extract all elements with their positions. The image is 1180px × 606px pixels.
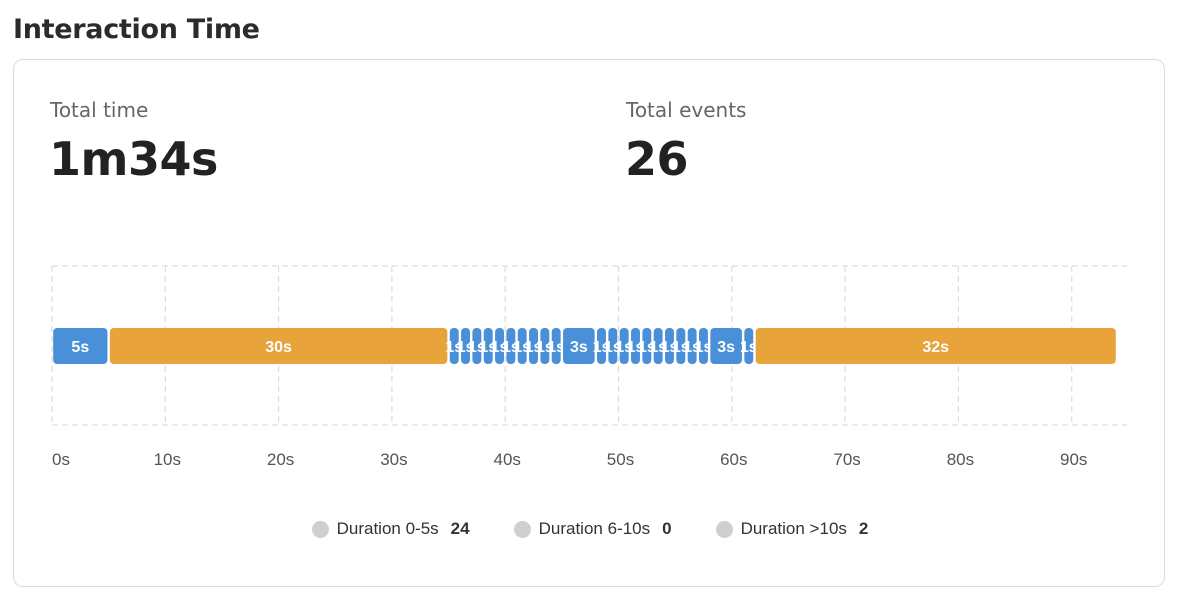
bar-label: 1s [593,339,611,356]
timeline-bar[interactable] [529,328,538,364]
legend-dot-icon [311,520,329,538]
total-events-value: 26 [625,132,689,186]
bar-label: 1s [683,339,701,356]
bar-label: 1s [638,339,656,356]
x-tick-label: 50s [607,450,634,469]
legend-item-long[interactable]: Duration >10s 2 [715,519,869,539]
bar-label: 1s [525,339,543,356]
timeline-bar[interactable] [597,328,606,364]
bar-label: 1s [627,339,645,356]
page-title: Interaction Time [13,14,260,45]
x-tick-label: 90s [1060,450,1087,469]
chart-grid [51,265,1127,426]
timeline-bar[interactable] [53,328,108,364]
chart-legend: Duration 0-5s 24 Duration 6-10s 0 Durati… [0,519,1180,539]
timeline-bar[interactable] [653,328,663,364]
timeline-bar[interactable] [710,328,742,364]
legend-dot-icon [513,520,531,538]
timeline-bar[interactable] [631,328,640,364]
x-tick-label: 30s [380,450,407,469]
legend-count: 2 [858,519,869,538]
bar-label: 3s [717,339,735,356]
total-events-label: Total events [626,98,747,122]
bar-label: 1s [695,339,713,356]
timeline-bar[interactable] [517,328,527,364]
timeline-bar[interactable] [665,328,674,364]
x-tick-label: 0s [52,450,70,469]
x-tick-label: 10s [154,450,181,469]
legend-dot-icon [715,520,733,538]
timeline-bar[interactable] [540,328,550,364]
interaction-time-card [13,59,1165,587]
timeline-bar[interactable] [483,328,493,364]
legend-count: 0 [662,519,672,538]
bar-label: 1s [479,339,497,356]
timeline-bar[interactable] [642,328,652,364]
timeline-bar[interactable] [109,328,448,364]
bar-label: 1s [740,339,758,356]
bar-label: 3s [570,339,588,356]
timeline-bar[interactable] [449,328,459,364]
legend-label: Duration >10s [740,519,847,538]
bar-label: 30s [265,339,292,356]
bar-label: 1s [491,339,509,356]
legend-label: Duration 6-10s [538,519,651,538]
legend-label: Duration 0-5s [336,519,439,538]
timeline-bar[interactable] [551,328,561,364]
timeline-bar[interactable] [699,328,708,364]
timeline-bar[interactable] [506,328,516,364]
timeline-bar[interactable] [461,328,471,364]
total-time-label: Total time [50,98,149,122]
bar-label: 1s [615,339,633,356]
legend-item-short[interactable]: Duration 0-5s 24 [311,519,470,539]
bar-label: 1s [502,339,520,356]
x-tick-label: 40s [493,450,520,469]
bar-label: 1s [536,339,554,356]
bar-label: 1s [513,339,531,356]
timeline-bar[interactable] [676,328,686,364]
total-time-value: 1m34s [49,132,218,186]
bar-label: 1s [547,339,565,356]
x-tick-label: 20s [267,450,294,469]
timeline-bar[interactable] [608,328,618,364]
timeline-bar[interactable] [563,328,595,364]
bar-label: 5s [71,339,89,356]
bar-label: 1s [672,339,690,356]
bar-label: 1s [445,339,463,356]
timeline-bar[interactable] [495,328,504,364]
bar-label: 1s [604,339,622,356]
timeline-bar[interactable] [619,328,629,364]
bar-label: 1s [649,339,667,356]
timeline-bar[interactable] [744,328,754,364]
timeline-bar[interactable] [687,328,697,364]
x-tick-label: 80s [947,450,974,469]
x-axis-ticks: 0s 10s 20s 30s 40s 50s 60s 70s 80s 90s [52,450,1087,469]
x-tick-label: 60s [720,450,747,469]
x-tick-label: 70s [833,450,860,469]
bar-label: 1s [661,339,679,356]
bar-label: 1s [468,339,486,356]
timeline-bar[interactable] [755,328,1116,364]
bar-label: 32s [922,339,949,356]
bar-label: 1s [457,339,475,356]
timeline-bar[interactable] [472,328,482,364]
legend-count: 24 [450,519,470,538]
legend-item-medium[interactable]: Duration 6-10s 0 [513,519,672,539]
